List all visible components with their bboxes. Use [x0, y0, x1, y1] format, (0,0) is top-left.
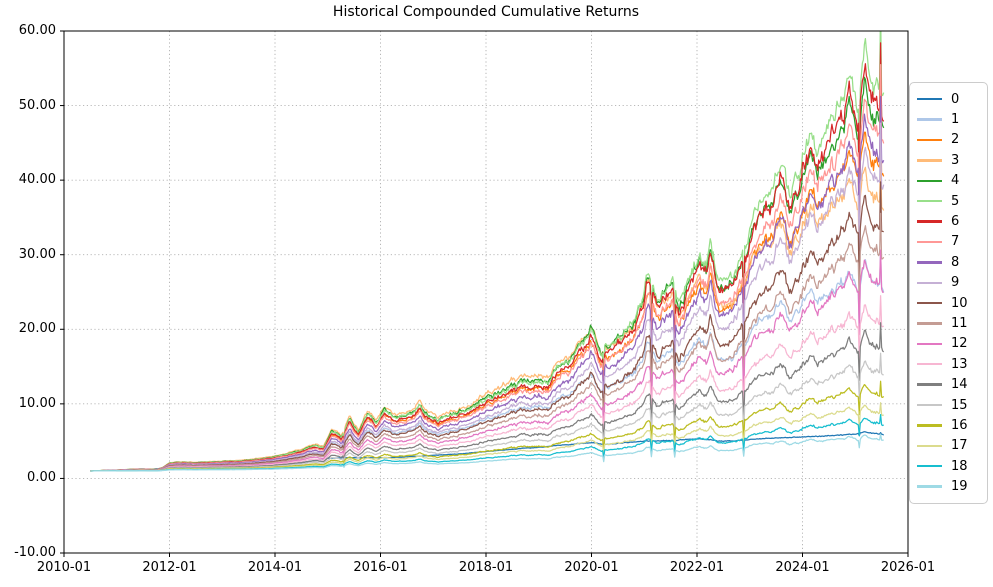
legend-label: 8 [951, 254, 960, 270]
legend-label: 4 [951, 173, 960, 189]
legend-label: 5 [951, 193, 960, 209]
legend-label: 3 [951, 152, 960, 168]
y-tick-label: 0.00 [27, 470, 56, 486]
y-tick-label: 60.00 [18, 23, 56, 38]
legend-line-swatch [917, 220, 942, 223]
legend-label: 17 [951, 438, 968, 454]
legend-item-7: 7 [917, 232, 987, 252]
legend-line-swatch [917, 403, 942, 407]
x-tick-label: 2012-01 [142, 560, 197, 575]
legend-label: 9 [951, 275, 960, 291]
legend-line-swatch [917, 138, 942, 142]
legend-line-swatch [917, 301, 942, 305]
legend-item-3: 3 [917, 150, 987, 170]
legend-label: 12 [951, 336, 968, 352]
legend-label: 10 [951, 295, 968, 311]
legend-item-18: 18 [917, 456, 987, 476]
x-tick-label: 2022-01 [669, 560, 725, 575]
plot-border [63, 30, 909, 554]
legend-item-16: 16 [917, 415, 987, 435]
x-tick-label: 2010-01 [36, 560, 92, 575]
legend-line-swatch [917, 179, 942, 182]
legend-label: 11 [951, 315, 968, 331]
legend-item-9: 9 [917, 273, 987, 293]
series-line-11 [90, 212, 885, 472]
legend-line-swatch [917, 383, 942, 386]
legend-label: 1 [951, 112, 960, 128]
legend-line-swatch [917, 485, 942, 488]
legend-item-11: 11 [917, 313, 987, 333]
series-line-6 [90, 42, 885, 472]
legend-line-swatch [917, 199, 942, 203]
y-tick-label: 40.00 [18, 172, 56, 188]
legend-line-swatch [917, 465, 942, 468]
legend-line-swatch [917, 159, 942, 162]
series-line-15 [90, 352, 884, 472]
chart-title: Historical Compounded Cumulative Returns [332, 4, 640, 20]
legend-line-swatch [917, 98, 942, 101]
legend-line-swatch [917, 322, 942, 325]
legend-label: 14 [951, 377, 968, 393]
x-tick-label: 2026-01 [880, 560, 936, 575]
legend-item-15: 15 [917, 395, 987, 415]
series-line-4 [90, 46, 885, 472]
series-line-10 [90, 181, 884, 472]
legend-item-2: 2 [917, 130, 987, 150]
legend-item-14: 14 [917, 374, 987, 394]
legend-item-4: 4 [917, 171, 987, 191]
legend-label: 15 [951, 397, 968, 413]
legend-label: 2 [951, 132, 960, 148]
legend-line-swatch [917, 261, 942, 264]
legend-label: 18 [951, 458, 968, 474]
series-line-12 [90, 249, 884, 472]
series-line-13 [90, 295, 884, 472]
x-tick-label: 2016-01 [353, 560, 408, 575]
legend-item-6: 6 [917, 211, 987, 231]
legend-label: 19 [951, 479, 968, 495]
legend-item-10: 10 [917, 293, 987, 313]
legend-line-swatch [917, 118, 942, 121]
legend-line-swatch [917, 342, 942, 346]
x-tick-label: 2020-01 [564, 560, 619, 575]
series-line-1 [90, 249, 885, 472]
y-tick-label: -10.00 [14, 545, 56, 560]
legend-box: 0 1 2 3 4 5 6 7 8 9 10 11 12 13 14 15 16 17 18 19 [909, 82, 988, 504]
series-line-19 [90, 433, 884, 472]
legend-label: 16 [951, 417, 968, 433]
x-tick-label: 2014-01 [247, 560, 303, 575]
y-tick-label: 50.00 [18, 97, 56, 113]
legend-item-19: 19 [917, 476, 987, 496]
legend-item-1: 1 [917, 109, 987, 129]
legend-item-0: 0 [917, 89, 987, 109]
series-line-8 [90, 95, 885, 472]
legend-line-swatch [917, 363, 942, 366]
legend-label: 6 [951, 214, 960, 230]
y-tick-label: 20.00 [18, 321, 56, 337]
legend-line-swatch [917, 281, 942, 284]
x-tick-label: 2018-01 [458, 560, 514, 575]
legend-line-swatch [917, 444, 942, 448]
y-tick-label: 10.00 [18, 395, 56, 411]
legend-item-13: 13 [917, 354, 987, 374]
legend-item-12: 12 [917, 334, 987, 354]
x-tick-label: 2024-01 [775, 560, 830, 575]
legend-item-5: 5 [917, 191, 987, 211]
legend-label: 0 [951, 91, 960, 107]
legend-label: 7 [951, 234, 960, 250]
legend-line-swatch [917, 424, 942, 427]
legend-item-8: 8 [917, 252, 987, 272]
y-tick-label: 30.00 [18, 246, 56, 262]
legend-label: 13 [951, 356, 968, 372]
legend-line-swatch [917, 240, 942, 244]
legend-item-17: 17 [917, 436, 987, 456]
